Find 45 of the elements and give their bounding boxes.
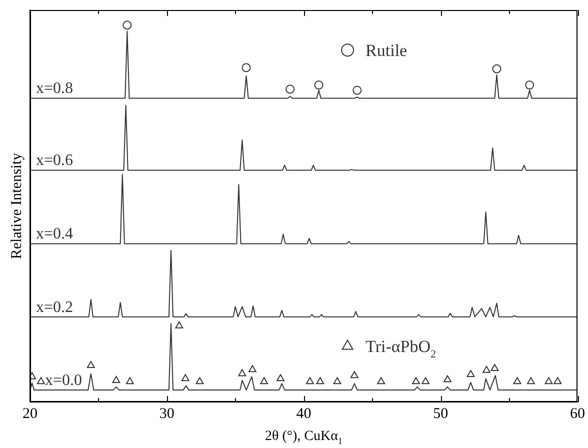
point	[352, 86, 362, 95]
point	[316, 377, 324, 384]
series-label: x=0.8	[36, 80, 74, 98]
point	[412, 377, 420, 384]
series-label: x=0.4	[36, 226, 74, 243]
point	[242, 63, 251, 72]
point	[333, 377, 342, 384]
legend-label: Rutile	[366, 41, 408, 60]
point	[377, 377, 386, 384]
x-tick-label: 30	[159, 406, 174, 422]
point	[122, 20, 132, 30]
x-tick-label: 40	[296, 406, 312, 422]
point	[196, 377, 204, 384]
point	[260, 377, 268, 384]
series-label: x=0.0	[44, 372, 82, 389]
point	[466, 370, 475, 377]
point	[544, 377, 553, 384]
point	[286, 84, 295, 94]
point	[490, 364, 499, 371]
point	[36, 377, 45, 384]
point	[554, 377, 562, 384]
point	[248, 365, 256, 372]
series-label: x=0.2	[36, 298, 74, 316]
point	[181, 374, 190, 382]
point	[482, 366, 490, 373]
point	[525, 80, 534, 90]
x-tick-label: 60	[570, 406, 585, 422]
point	[238, 369, 246, 376]
point	[350, 371, 358, 378]
series-label: x=0.6	[36, 152, 74, 170]
point	[306, 377, 314, 384]
point	[513, 377, 522, 384]
point	[112, 376, 120, 384]
point	[126, 377, 134, 384]
y-axis-title: Relative Intensity	[8, 152, 25, 260]
point	[492, 64, 502, 74]
x-tick-label: 20	[22, 406, 38, 422]
x-tick-label: 50	[433, 406, 448, 422]
point	[527, 377, 535, 384]
point	[444, 375, 452, 382]
point	[86, 360, 95, 368]
point	[314, 80, 324, 90]
point	[276, 374, 284, 382]
point	[422, 377, 430, 384]
point	[175, 321, 184, 328]
